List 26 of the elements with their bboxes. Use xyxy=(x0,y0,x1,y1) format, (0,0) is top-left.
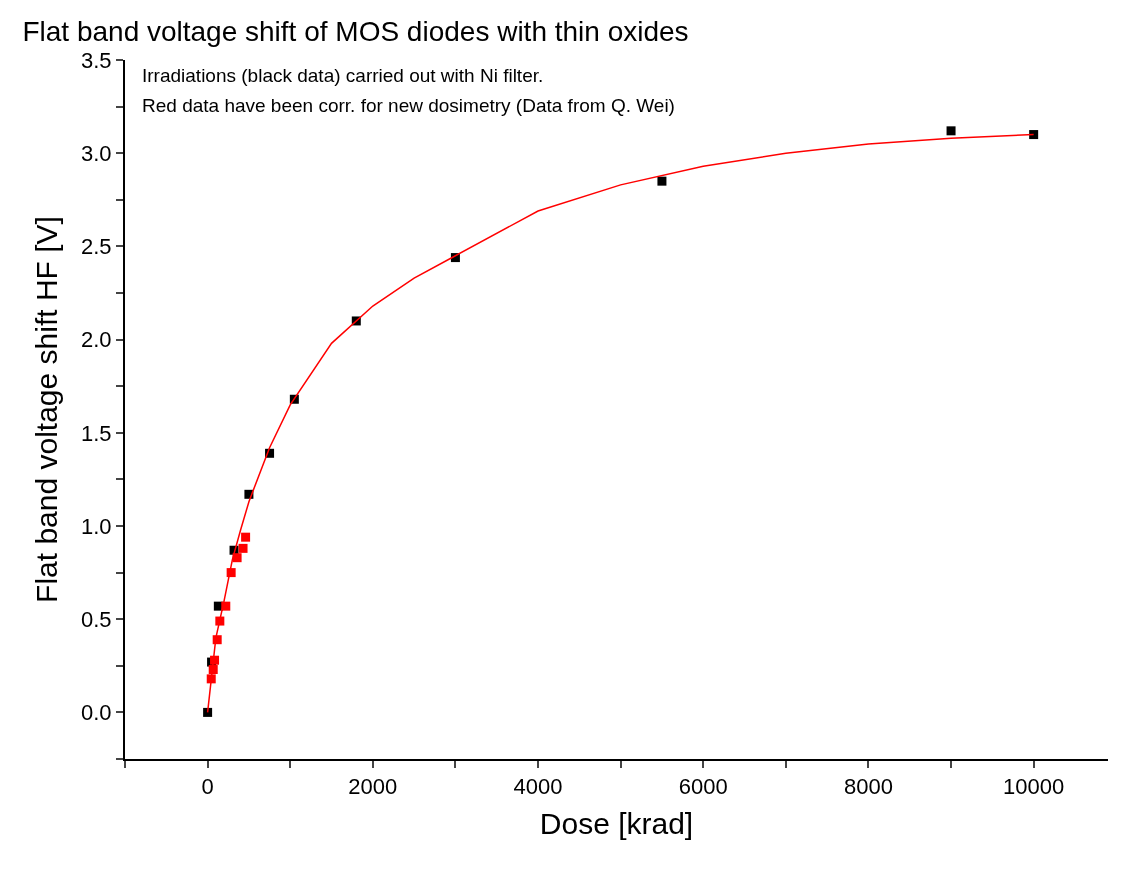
point xyxy=(657,176,667,186)
y-tick-label: 1.0 xyxy=(81,513,112,539)
chart-title: Flat band voltage shift of MOS diodes with thin oxides xyxy=(22,16,689,48)
annotation: Irradiations (black data) carried out with Ni filter. xyxy=(142,65,544,86)
y-tick-label: 1.5 xyxy=(81,420,112,446)
point xyxy=(238,543,248,553)
y-tick-label: 2.5 xyxy=(81,234,112,260)
y-tick-label: 0.5 xyxy=(81,606,112,632)
x-tick-label: 8000 xyxy=(843,774,893,800)
point xyxy=(241,532,251,542)
y-tick-label: 3.5 xyxy=(81,47,112,73)
y-tick-label: 3.0 xyxy=(81,140,112,166)
x-tick-label: 4000 xyxy=(513,774,563,800)
point xyxy=(946,126,956,136)
x-tick-label: 10000 xyxy=(1003,774,1065,800)
x-tick-label: 0 xyxy=(201,774,214,800)
point xyxy=(203,707,213,717)
x-tick-label: 6000 xyxy=(678,774,728,800)
y-tick-label: 0.0 xyxy=(81,700,112,726)
point xyxy=(1029,130,1039,140)
y-tick-label: 2.0 xyxy=(81,327,112,353)
x-axis-title: Dose [krad] xyxy=(539,807,694,841)
annotation: Red data have been corr. for new dosimetry (Data from Q. Wei) xyxy=(142,95,675,116)
x-tick-label: 2000 xyxy=(348,774,398,800)
point xyxy=(232,553,242,563)
y-axis-title: Flat band voltage shift HF [V] xyxy=(29,216,63,603)
